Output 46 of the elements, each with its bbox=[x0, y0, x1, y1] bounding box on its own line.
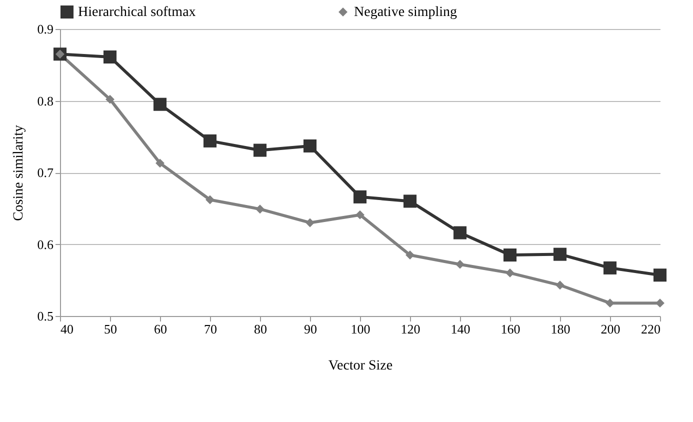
point bbox=[606, 298, 614, 308]
point bbox=[406, 250, 414, 260]
point bbox=[103, 50, 117, 64]
y-tick-label: 0.5 bbox=[37, 308, 54, 324]
x-tick-label: 40 bbox=[60, 322, 74, 336]
legend-label: Negative simpling bbox=[354, 5, 458, 20]
point bbox=[203, 134, 217, 148]
point bbox=[356, 210, 364, 220]
point bbox=[303, 139, 317, 152]
point bbox=[553, 248, 567, 261]
point bbox=[453, 226, 467, 240]
point bbox=[206, 195, 214, 204]
x-tick-label: 70 bbox=[204, 322, 217, 336]
point bbox=[503, 248, 517, 262]
x-tick-label: 180 bbox=[550, 322, 570, 336]
point bbox=[403, 194, 417, 208]
point bbox=[456, 260, 464, 269]
point bbox=[253, 144, 267, 157]
x-tick-label: 80 bbox=[254, 322, 267, 336]
point bbox=[256, 204, 264, 214]
point bbox=[556, 280, 564, 290]
x-tick-label: 50 bbox=[104, 322, 117, 336]
point bbox=[653, 268, 667, 282]
x-tick-label: 200 bbox=[600, 322, 620, 336]
y-tick-label: 0.6 bbox=[37, 236, 54, 252]
x-tick-label: 120 bbox=[400, 322, 420, 336]
point bbox=[353, 190, 367, 204]
y-tick-label: 0.9 bbox=[37, 22, 54, 36]
point bbox=[506, 268, 514, 278]
legend-label: Hierarchical softmax bbox=[78, 5, 196, 20]
point bbox=[153, 98, 167, 111]
y-tick-label: 0.8 bbox=[37, 93, 54, 108]
x-tick-label: 100 bbox=[350, 322, 370, 336]
x-tick-label: 90 bbox=[304, 322, 317, 336]
x-tick-label: 140 bbox=[450, 322, 470, 336]
point bbox=[106, 94, 114, 104]
y-axis-title: Cosine similarity bbox=[11, 124, 26, 222]
x-tick-label: 60 bbox=[154, 322, 167, 336]
x-tick-label: 160 bbox=[500, 322, 520, 336]
point bbox=[156, 158, 164, 168]
x-tick-label: 220 bbox=[641, 322, 660, 336]
point bbox=[603, 261, 617, 274]
point bbox=[306, 218, 314, 228]
point bbox=[656, 298, 664, 308]
y-tick-label: 0.7 bbox=[37, 165, 54, 180]
x-axis-title: Vector Size bbox=[328, 358, 393, 374]
